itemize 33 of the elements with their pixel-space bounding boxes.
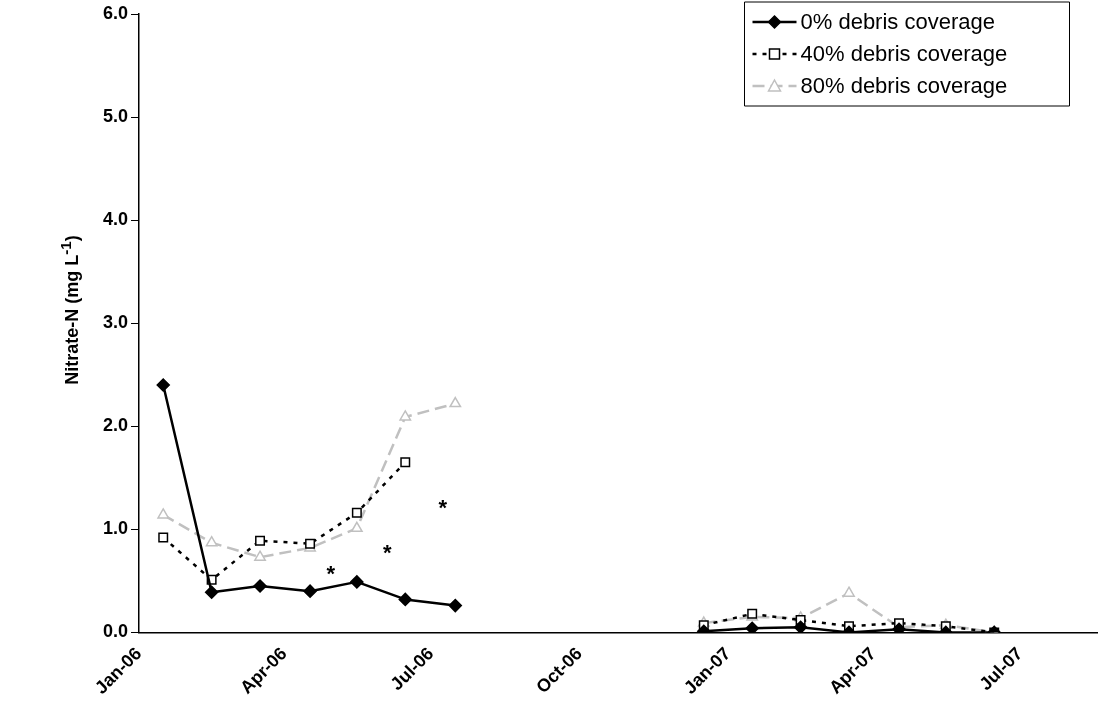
y-tick-label: 4.0 xyxy=(102,209,129,230)
point xyxy=(255,535,266,546)
point xyxy=(745,621,759,633)
y-tick-label: 3.0 xyxy=(102,312,129,333)
y-tick-label: 6.0 xyxy=(102,2,129,23)
point xyxy=(303,584,317,598)
point xyxy=(449,396,462,408)
point xyxy=(254,550,266,561)
point xyxy=(448,598,463,613)
point xyxy=(398,592,413,607)
point xyxy=(156,378,170,392)
annotation: * xyxy=(382,539,392,565)
point xyxy=(158,532,169,543)
legend-label: 40% debris coverage xyxy=(800,41,1008,67)
point xyxy=(793,620,808,633)
point xyxy=(205,535,218,547)
point xyxy=(400,457,411,468)
point xyxy=(157,508,170,519)
legend-label: 0% debris coverage xyxy=(800,9,995,35)
y-tick-label: 0.0 xyxy=(102,621,129,642)
point xyxy=(350,575,364,589)
legend-label: 80% debris coverage xyxy=(800,73,1008,99)
point xyxy=(843,586,855,597)
point xyxy=(204,585,219,599)
y-tick-label: 1.0 xyxy=(102,518,129,539)
annotation: * xyxy=(438,494,448,520)
y-tick-label: 5.0 xyxy=(102,106,129,127)
point xyxy=(351,507,362,518)
point xyxy=(399,410,412,421)
point xyxy=(253,579,267,593)
y-tick-label: 2.0 xyxy=(102,415,129,436)
point xyxy=(350,521,363,533)
annotation: * xyxy=(326,561,336,587)
